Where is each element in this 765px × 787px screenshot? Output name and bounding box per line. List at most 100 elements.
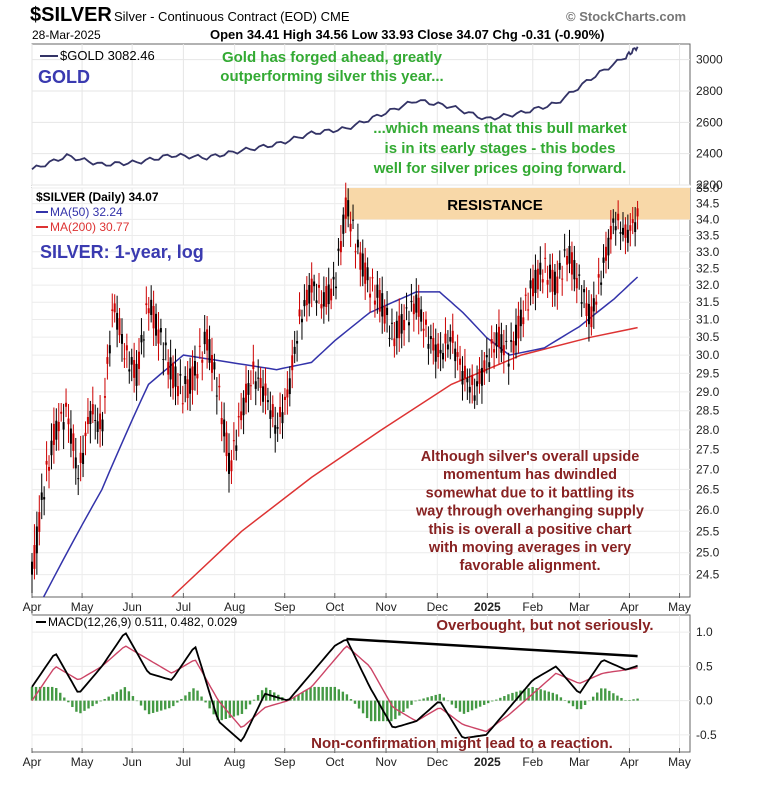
price-candle-body (320, 304, 323, 309)
macd-histogram-bar (42, 686, 46, 701)
macd-histogram-bar (301, 692, 304, 701)
price-candle-body (485, 355, 488, 358)
macd-histogram-bar (260, 690, 264, 701)
price-candle-body (303, 300, 306, 307)
silver-annotation-line: with moving averages in very (428, 540, 631, 556)
macd-histogram-bar (373, 700, 377, 722)
price-candle-body (393, 338, 396, 347)
silver-annotation-line: momentum has dwindled (443, 467, 617, 483)
macd-histogram-bar (317, 686, 320, 701)
price-candle-body (252, 361, 255, 369)
macd-histogram-bar (99, 700, 102, 702)
price-candle-body (291, 355, 294, 371)
macd-histogram-bar (555, 694, 559, 701)
macd-histogram-bar (547, 691, 550, 701)
price-candle-body (614, 226, 617, 231)
price-candle-body (512, 340, 515, 353)
price-candle-body (62, 422, 65, 430)
macd-histogram-bar (172, 700, 175, 707)
price-candle-body (330, 288, 333, 301)
price-y-tick-label: 30.5 (696, 330, 720, 344)
price-candle-body (437, 343, 440, 358)
macd-histogram-bar (103, 698, 106, 701)
macd-histogram-bar (164, 700, 167, 710)
gold-price-line (31, 46, 639, 170)
macd-histogram-bar (446, 700, 450, 702)
price-candle-body (563, 249, 566, 251)
macd-histogram-bar (184, 695, 187, 701)
silver-annotation-line: way through overhanging supply (415, 504, 644, 520)
macd-line (31, 632, 638, 743)
macd-histogram-bar (466, 700, 470, 713)
macd-histogram-bar (438, 693, 441, 701)
price-candle-body (337, 248, 340, 251)
price-candle-body (108, 345, 111, 354)
price-candle-body (257, 377, 260, 379)
macd-histogram-bar (111, 694, 114, 701)
macd-legend: MACD(12,26,9) 0.511, 0.482, 0.029 (48, 615, 238, 629)
price-candle-body (432, 337, 435, 351)
macd-histogram-bar (616, 695, 619, 701)
macd-histogram-bar (83, 700, 86, 711)
macd-x-month-label: Apr (620, 755, 639, 769)
price-candle-body (38, 512, 41, 532)
price-candle-body (607, 237, 610, 256)
macd-x-month-label: 2025 (474, 755, 501, 769)
price-candle-body (339, 241, 342, 253)
price-candle-body (40, 492, 43, 500)
price-y-tick-label: 30.0 (696, 348, 720, 362)
price-candle-body (220, 418, 223, 425)
price-candle-body (502, 345, 505, 356)
macd-plot-area (31, 614, 691, 753)
price-x-month-label: Nov (375, 600, 396, 614)
price-candle-body (580, 302, 583, 304)
macd-y-tick-label: 1.0 (696, 625, 713, 639)
price-candle-body (228, 452, 231, 474)
macd-histogram-bar (600, 688, 603, 701)
macd-histogram-bar (95, 700, 98, 704)
price-candle-body (281, 412, 284, 424)
price-candle-body (434, 344, 437, 362)
price-y-tick-label: 35.0 (696, 181, 720, 195)
price-candle-body (283, 396, 286, 400)
price-candle-body (35, 526, 38, 554)
ma200-line (171, 326, 638, 598)
price-y-tick-label: 28.0 (696, 423, 720, 437)
macd-histogram-bar (30, 686, 34, 701)
macd-histogram-bar (515, 691, 518, 701)
price-candle-body (86, 416, 89, 425)
price-x-month-label: Jun (122, 600, 141, 614)
macd-histogram-bar (55, 688, 58, 701)
macd-histogram-bar (143, 700, 147, 711)
price-x-axis: Apr May Jun Jul Aug Sep Oct Nov Dec 2025 Feb Mar Apr… (23, 593, 691, 614)
price-candle-body (629, 225, 632, 231)
price-candle-body (546, 280, 549, 285)
macd-histogram-bar (507, 694, 510, 701)
ohlc-readout: Open 34.41 High 34.56 Low 33.93 Close 34… (210, 27, 605, 42)
macd-histogram-bar (135, 700, 139, 702)
macd-annotation-nonconfirmation: Non-confirmation might lead to a reactio… (311, 735, 613, 752)
macd-histogram-bar (434, 694, 437, 701)
price-candle-body (167, 362, 170, 375)
price-candle-body (174, 366, 177, 387)
price-candle-body (286, 389, 289, 398)
price-candle-body (597, 274, 600, 278)
macd-histogram-bar (495, 699, 498, 701)
macd-histogram-bar (38, 686, 42, 701)
macd-histogram-bar (559, 697, 563, 701)
macd-histogram-bar (430, 696, 433, 701)
price-candle-body (111, 309, 114, 311)
macd-histogram-bar (188, 691, 191, 701)
price-candle-body (308, 284, 311, 304)
macd-histogram-bar (406, 700, 409, 709)
price-y-tick-label: 33.0 (696, 245, 720, 259)
macd-histogram-bar (535, 688, 538, 701)
macd-histogram-bar (297, 694, 300, 701)
macd-histogram-bar (394, 700, 397, 720)
price-candle-body (94, 420, 97, 422)
gold-annotation-line: outperforming silver this year... (220, 68, 443, 85)
macd-histogram-bar (220, 700, 223, 721)
macd-histogram-bar (474, 700, 478, 709)
macd-histogram-bar (398, 700, 401, 716)
